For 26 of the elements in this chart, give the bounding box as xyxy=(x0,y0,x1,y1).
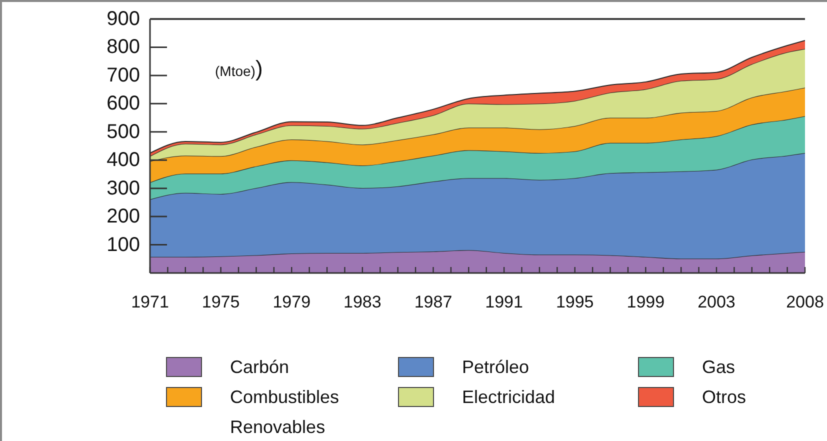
y-tick-label: 500 xyxy=(106,120,140,143)
x-tick-label: 2008 xyxy=(786,292,824,312)
y-tick-label: 800 xyxy=(106,36,140,58)
legend-label: Electricidad xyxy=(462,386,556,409)
x-tick-label: 1971 xyxy=(131,292,169,312)
x-tick-label: 1991 xyxy=(485,292,523,312)
y-tick-label: 100 xyxy=(106,234,140,256)
legend-label: Combustibles Renovables xyxy=(230,386,340,439)
y-tick-label: 200 xyxy=(106,206,140,228)
x-tick-label: 1995 xyxy=(556,292,594,312)
y-tick-label: 700 xyxy=(106,64,140,86)
legend-label: Gas xyxy=(702,356,736,379)
x-tick-label: 1987 xyxy=(414,292,452,312)
y-tick-label: 300 xyxy=(106,177,140,200)
legend-label: Petróleo xyxy=(462,356,530,379)
legend-label: Carbón xyxy=(230,356,290,379)
x-tick-label: 1975 xyxy=(202,292,240,312)
legend-label: Otros xyxy=(702,386,746,409)
y-tick-label: 900 xyxy=(106,8,140,30)
y-axis-title: (Mtoe)) xyxy=(215,56,263,81)
x-tick-label: 2003 xyxy=(698,292,736,312)
x-tick-label: 1983 xyxy=(344,292,382,312)
x-tick-label: 1999 xyxy=(626,292,665,312)
y-tick-label: 400 xyxy=(106,149,140,172)
y-tick-label: 600 xyxy=(106,92,140,115)
x-tick-label: 1979 xyxy=(272,292,311,312)
